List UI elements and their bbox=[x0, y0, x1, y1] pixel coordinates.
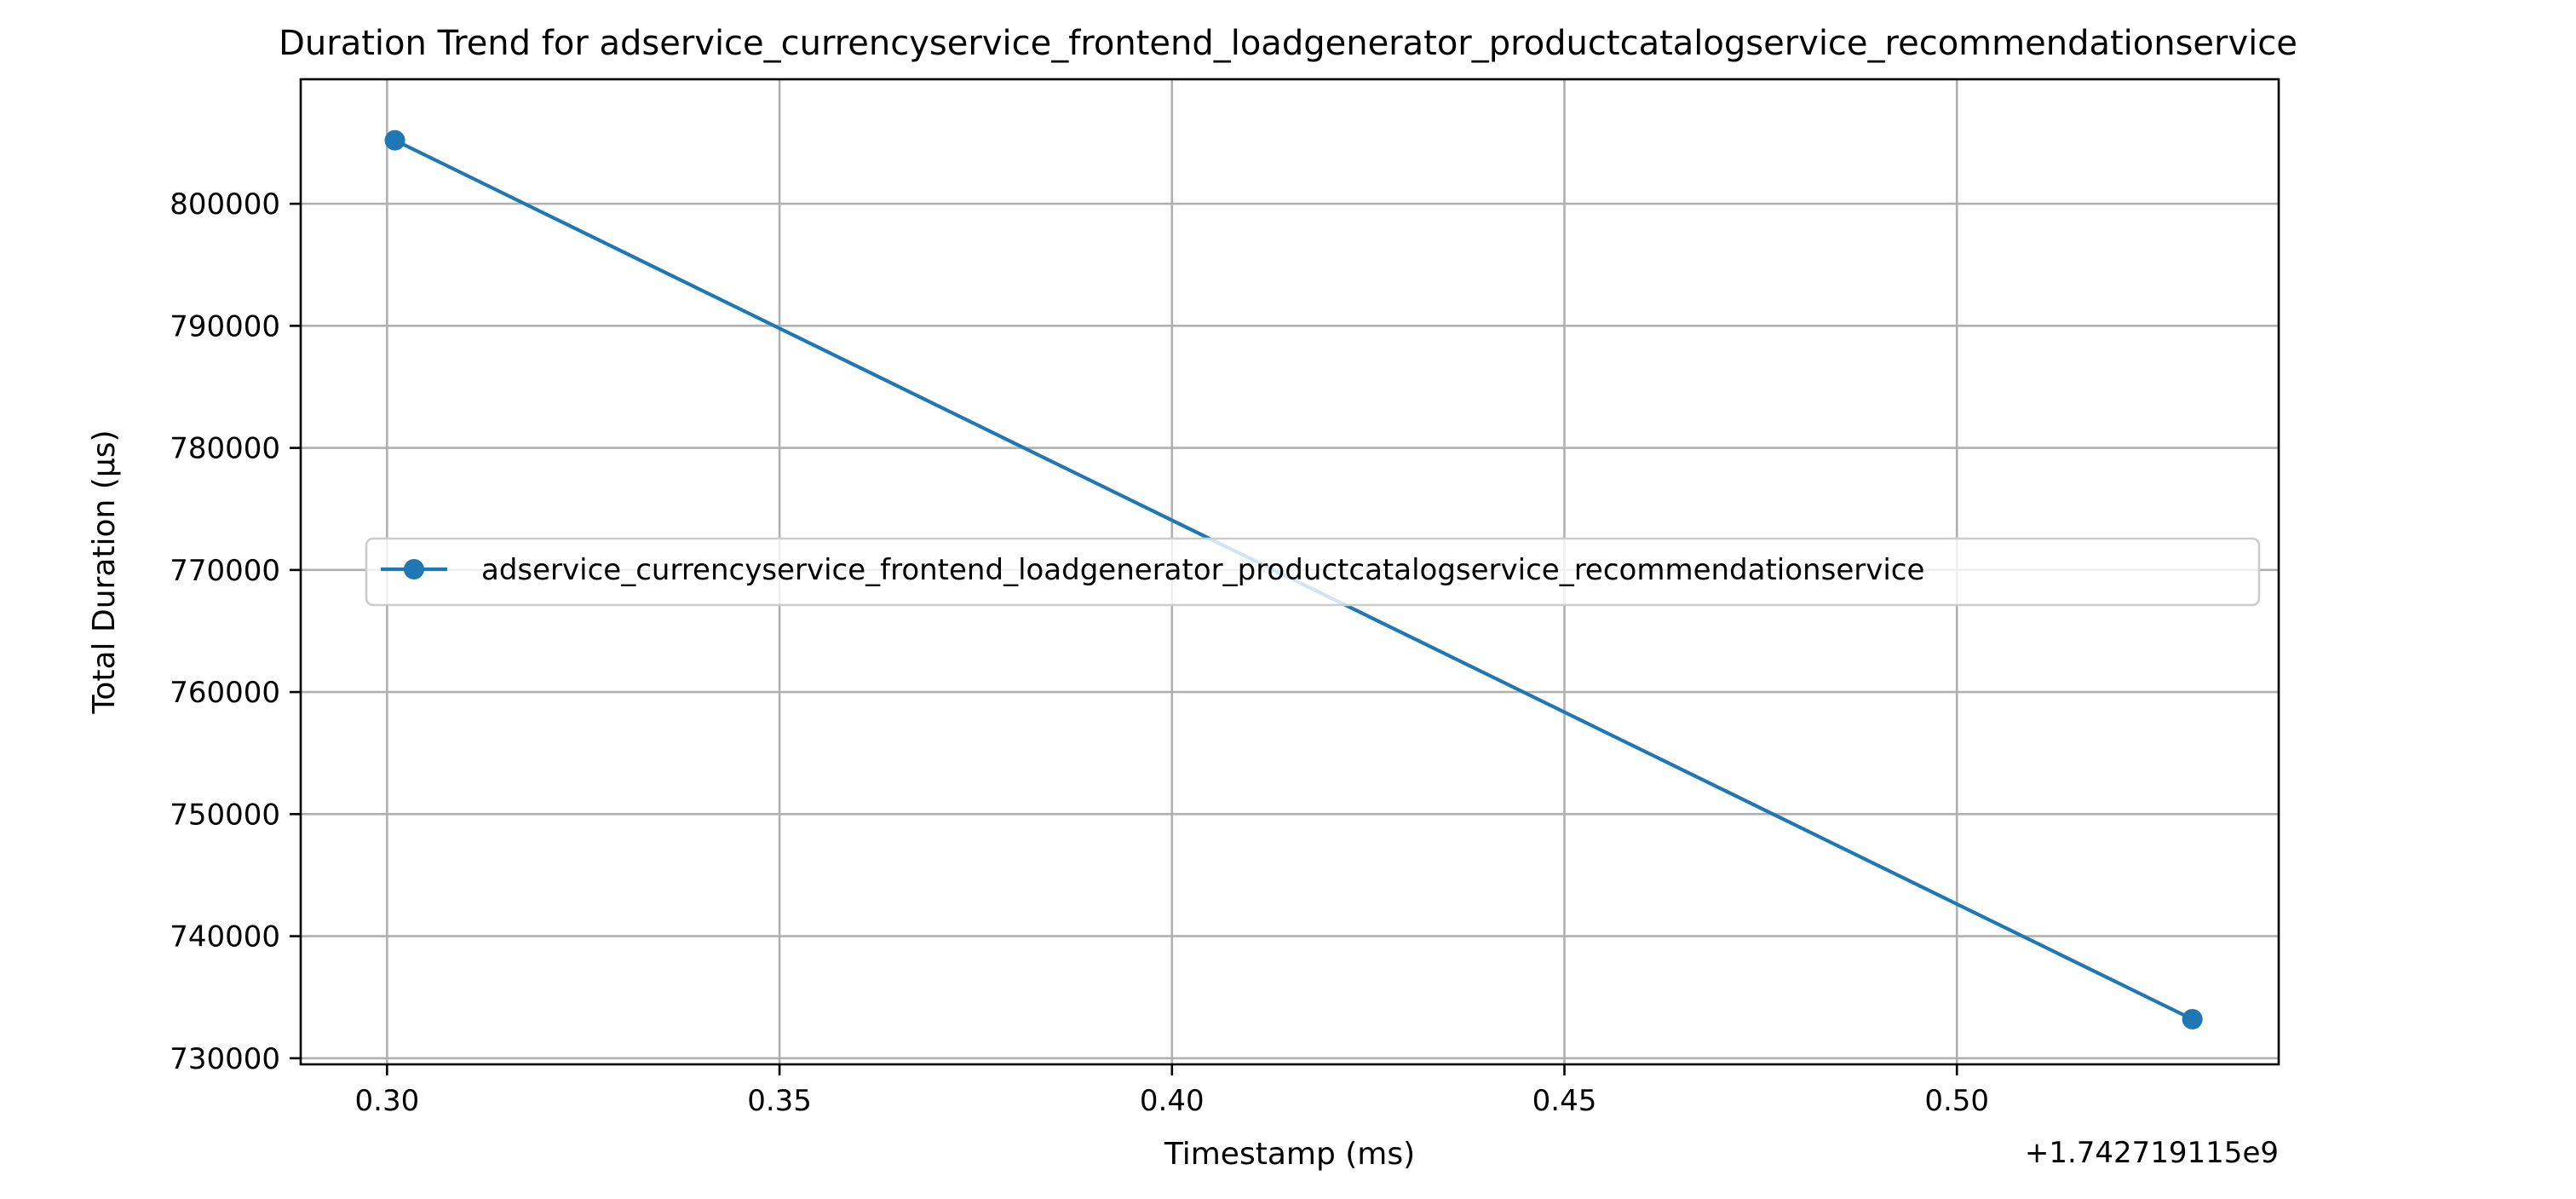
legend: adservice_currencyservice_frontend_loadg… bbox=[365, 537, 2261, 607]
y-tick-label: 760000 bbox=[170, 676, 280, 710]
x-tick-label: 0.40 bbox=[1140, 1084, 1205, 1118]
chart-title: Duration Trend for adservice_currencyser… bbox=[279, 24, 2297, 63]
x-tick-label: 0.45 bbox=[1532, 1084, 1597, 1118]
y-tick-label: 730000 bbox=[170, 1042, 280, 1076]
x-tick-label: 0.35 bbox=[747, 1084, 812, 1118]
x-tick-label: 0.30 bbox=[355, 1084, 420, 1118]
legend-label: adservice_currencyservice_frontend_loadg… bbox=[481, 553, 1924, 587]
y-gridlines bbox=[301, 202, 2279, 1060]
x-tick-label: 0.50 bbox=[1924, 1084, 1989, 1118]
x-axis-ticks: 0.30 0.35 0.40 0.45 0.50 bbox=[355, 1064, 1989, 1118]
y-tick-label: 770000 bbox=[170, 554, 280, 588]
y-tick-label: 750000 bbox=[170, 798, 280, 832]
y-tick-label: 740000 bbox=[170, 920, 280, 954]
x-axis-label: Timestamp (ms) bbox=[1164, 1137, 1415, 1172]
y-tick-label: 780000 bbox=[170, 432, 280, 466]
data-point bbox=[384, 130, 405, 151]
legend-marker bbox=[404, 559, 424, 579]
y-axis-ticks: 730000 740000 750000 760000 770000 780000 7900… bbox=[170, 187, 301, 1076]
y-tick-label: 800000 bbox=[170, 187, 280, 222]
data-point bbox=[2182, 1008, 2203, 1029]
plot-frame bbox=[299, 78, 2280, 1066]
legend-box bbox=[365, 537, 2261, 607]
y-tick-label: 790000 bbox=[170, 309, 280, 343]
x-axis-offset-label: +1.742719115e9 bbox=[2025, 1136, 2279, 1170]
y-axis-label: Total Duration (µs) bbox=[87, 429, 122, 714]
